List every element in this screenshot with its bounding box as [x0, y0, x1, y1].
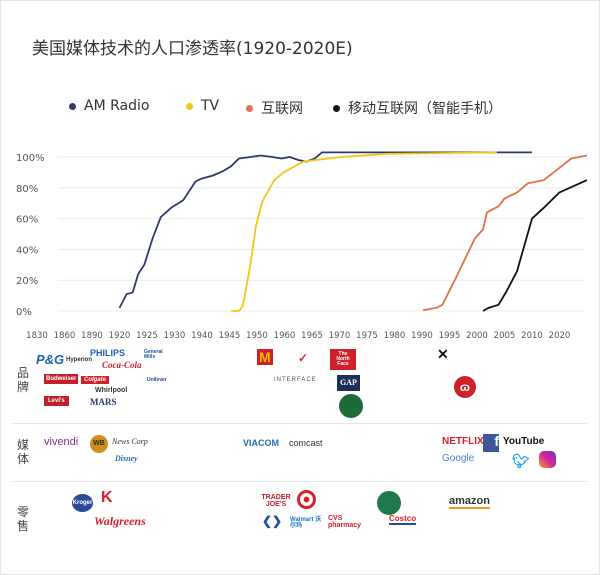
logo-colgate: Colgate [81, 376, 110, 384]
logo-walmart: Walmart 沃尔玛 [290, 517, 322, 529]
legend-item-am-radio: AM Radio [69, 98, 149, 114]
logo-disney: Disney [115, 454, 138, 463]
logo-north-face: The North Face [330, 349, 356, 370]
x-tick-label: 1995 [439, 331, 461, 341]
divider [12, 481, 587, 482]
logo-news-corp: News Corp [112, 437, 148, 446]
logo-gap: GAP [337, 375, 360, 391]
logo-unilever: Unilever [147, 377, 167, 383]
line-chart: 0% 20% 40% 60% 80% 100% 1830 1860 1890 1920 1925 19… [16, 151, 588, 341]
logo-lululemon: ɷ [454, 376, 476, 398]
y-tick-label: 20% [16, 276, 38, 287]
legend-label: 移动互联网（智能手机） [348, 101, 502, 117]
logo-facebook: f [483, 434, 499, 452]
x-tick-label: 1950 [246, 331, 268, 341]
logo-twitter: 🐦︎ [512, 453, 530, 469]
section-label-media: 媒体 [17, 438, 30, 466]
logo-hyperion: Hyperion [66, 357, 93, 363]
logo-comcast: comcast [289, 438, 323, 448]
x-tick-label: 1925 [136, 331, 158, 341]
logo-philips: PHILIPS [90, 348, 126, 358]
logo-mcdonalds: M [257, 349, 273, 365]
y-tick-label: 100% [16, 153, 45, 164]
legend-item-tv: TV [186, 98, 219, 114]
logo-whole-foods [377, 491, 401, 515]
x-tick-label: 1930 [164, 331, 186, 341]
logo-costco: Costco [389, 514, 417, 525]
series-line [118, 151, 532, 309]
y-tick-label: 80% [16, 184, 38, 195]
y-tick-label: 40% [16, 245, 38, 256]
legend-marker [186, 102, 193, 110]
x-tick-label: 1980 [384, 331, 406, 341]
logo-viacom: VIACOM [243, 438, 279, 448]
x-tick-label: 1860 [54, 331, 76, 341]
x-tick-label: 1975 [356, 331, 378, 341]
logo-coca-cola: Coca-Cola [102, 360, 142, 370]
y-tick-label: 0% [16, 307, 32, 318]
logo-interface: INTERFACE [274, 377, 317, 383]
logo-instagram [539, 451, 556, 468]
series-line [422, 154, 588, 312]
logo-kroger: Kroger [72, 494, 93, 512]
legend-item-internet: 互联网 [246, 98, 303, 118]
x-tick-label: 1890 [81, 331, 103, 341]
logo-vivendi: vivendi [44, 436, 79, 448]
logo-general-mills: General Mills [144, 349, 163, 360]
x-tick-label: 1940 [191, 331, 213, 341]
x-tick-label: 2020 [549, 331, 571, 341]
x-tick-label: 1965 [301, 331, 323, 341]
y-tick-label: 60% [16, 215, 38, 226]
logo-levis: Levi's [44, 396, 69, 406]
legend-marker [333, 104, 340, 112]
x-tick-label: 1920 [109, 331, 131, 341]
x-tick-label: 1990 [411, 331, 433, 341]
x-tick-label: 1960 [274, 331, 296, 341]
logo-starbucks [339, 394, 363, 418]
logo-target [297, 490, 316, 509]
logo-walgreens: Walgreens [94, 514, 146, 528]
logo-cvs: CVS pharmacy [328, 515, 362, 529]
logo-youtube: YouTube [503, 436, 545, 447]
legend-label: AM Radio [84, 98, 150, 114]
logo-carrefour: ❮❯ [262, 514, 283, 528]
logo-kmart: K [101, 489, 113, 506]
logo-under-armour: ✕ [437, 346, 449, 362]
section-label-retail: 零售 [17, 505, 30, 533]
logo-pg: P&G [36, 352, 65, 367]
logo-whirlpool: Whirlpool [95, 387, 128, 394]
logo-budweiser: Budweiser [44, 374, 79, 384]
series-line [231, 151, 497, 312]
x-tick-label: 2000 [466, 331, 488, 341]
legend-label: TV [201, 98, 220, 114]
legend-item-mobile: 移动互联网（智能手机） [333, 98, 502, 118]
series-line [482, 179, 588, 312]
legend-marker [246, 104, 253, 112]
divider [12, 423, 587, 424]
logo-trader-joes: TRADER JOE'S [261, 494, 291, 508]
legend-label: 互联网 [261, 101, 303, 117]
logo-netflix: NETFLIX [442, 436, 484, 447]
logo-amazon: amazon [449, 495, 490, 509]
logo-mars: MARS [90, 397, 117, 407]
chart-title: 美国媒体技术的人口渗透率(1920-2020E) [32, 39, 353, 59]
x-tick-label: 2005 [494, 331, 516, 341]
logo-warner-bros: WB [90, 435, 108, 453]
x-tick-label: 1945 [219, 331, 241, 341]
x-tick-label: 1830 [26, 331, 48, 341]
x-tick-label: 2010 [521, 331, 543, 341]
logo-google: Google [442, 453, 475, 464]
logo-nike: ✓ [298, 351, 309, 365]
legend-marker [69, 102, 76, 110]
x-tick-label: 1970 [329, 331, 351, 341]
section-label-brands: 品牌 [17, 366, 30, 394]
